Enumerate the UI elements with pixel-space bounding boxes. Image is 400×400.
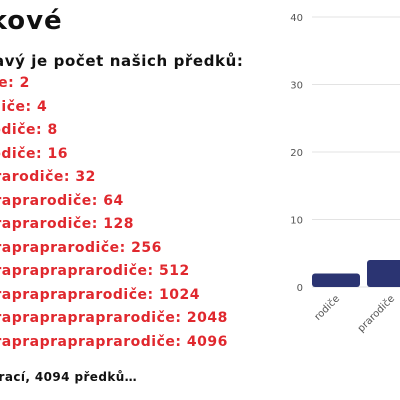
generation-item: praprapraprarodiče: 256 xyxy=(0,239,162,256)
generation-item: praprapraprapraprarodiče: 2048 xyxy=(0,310,228,326)
y-tick-label: 20 xyxy=(290,148,303,159)
generation-item: prapraprapraprarodiče: 1024 xyxy=(0,286,200,303)
generation-item: prarodiče: 8 xyxy=(0,122,58,138)
generation-item: rodiče: 2 xyxy=(0,75,30,91)
x-category-label: rodiče xyxy=(312,293,342,323)
bar xyxy=(312,273,360,287)
generation-list: rodiče: 2 rarodiče: 4 prarodiče: 8 praro… xyxy=(0,72,228,354)
generation-item: rarodiče: 4 xyxy=(0,98,48,115)
x-category-label: prarodiče xyxy=(355,293,397,335)
y-tick-label: 30 xyxy=(290,81,303,92)
page-subtitle: avý je počet našich předků: xyxy=(0,52,244,70)
generation-item: praprapraprapraprarodiče: 4096 xyxy=(0,333,228,350)
page-title: dkové xyxy=(0,6,63,36)
y-tick-label: 40 xyxy=(290,13,303,24)
y-tick-label: 0 xyxy=(297,283,303,294)
generation-item: prapraprapraprarodiče: 512 xyxy=(0,263,190,279)
generation-item: prapraprarodiče: 128 xyxy=(0,216,134,232)
generation-item: praprarodiče: 32 xyxy=(0,169,96,185)
y-tick-label: 10 xyxy=(290,216,303,227)
bar xyxy=(367,260,400,287)
footer-text: erací, 4094 předků… xyxy=(0,370,138,384)
generation-item: prarodiče: 16 xyxy=(0,145,68,162)
generation-item: prapraprarodiče: 64 xyxy=(0,192,124,209)
